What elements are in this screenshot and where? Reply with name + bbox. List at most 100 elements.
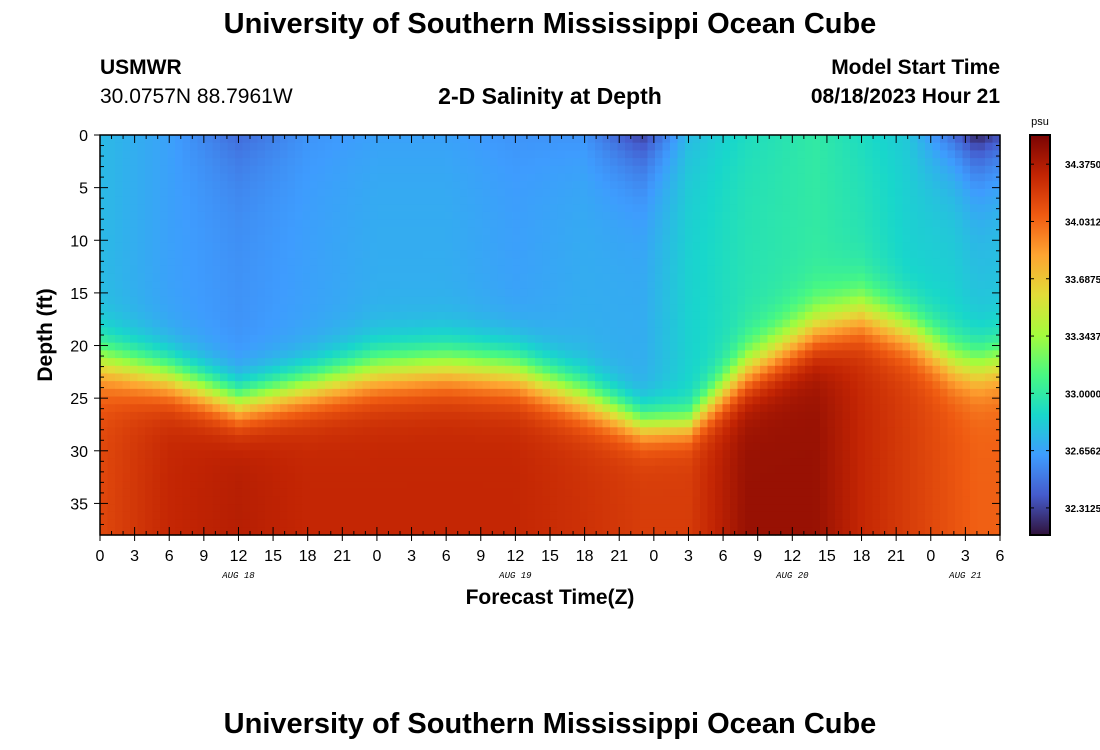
heatmap-cell — [145, 465, 154, 475]
heatmap-cell — [610, 227, 619, 236]
heatmap-cell — [107, 465, 116, 475]
heatmap-cell — [535, 473, 544, 482]
heatmap-cell — [347, 442, 356, 451]
heatmap-cell — [730, 204, 739, 213]
heatmap-cell — [625, 473, 634, 482]
heatmap-cell — [662, 142, 671, 151]
heatmap-cell — [685, 388, 694, 398]
heatmap-cell — [587, 342, 596, 351]
heatmap-cell — [355, 396, 364, 405]
heatmap-cell — [332, 235, 341, 244]
heatmap-cell — [752, 211, 761, 221]
heatmap-cell — [160, 250, 169, 259]
heatmap-cell — [475, 158, 484, 167]
heatmap-cell — [272, 496, 281, 505]
heatmap-cell — [212, 488, 221, 498]
heatmap-cell — [520, 150, 529, 159]
heatmap-cell — [287, 342, 296, 351]
heatmap-cell — [467, 396, 476, 405]
heatmap-cell — [145, 365, 154, 375]
heatmap-cell — [797, 442, 806, 451]
heatmap-cell — [137, 311, 146, 321]
heatmap-cell — [475, 196, 484, 205]
heatmap-cell — [715, 396, 724, 405]
heatmap-cell — [797, 158, 806, 167]
heatmap-cell — [227, 519, 236, 528]
heatmap-cell — [122, 381, 131, 390]
heatmap-cell — [737, 365, 746, 375]
heatmap-cell — [520, 396, 529, 405]
heatmap-cell — [685, 381, 694, 390]
heatmap-cell — [460, 142, 469, 151]
heatmap-cell — [782, 304, 791, 313]
heatmap-cell — [220, 481, 229, 490]
heatmap-cell — [302, 158, 311, 167]
heatmap-cell — [707, 350, 716, 359]
heatmap-cell — [760, 288, 769, 298]
heatmap-cell — [347, 188, 356, 198]
heatmap-cell — [655, 365, 664, 375]
heatmap-cell — [610, 358, 619, 367]
heatmap-cell — [302, 135, 311, 144]
heatmap-cell — [520, 504, 529, 513]
heatmap-cell — [265, 527, 274, 536]
heatmap-cell — [805, 519, 814, 528]
heatmap-cell — [640, 304, 649, 313]
heatmap-cell — [602, 373, 611, 382]
heatmap-cell — [340, 442, 349, 451]
heatmap-cell — [415, 281, 424, 290]
heatmap-cell — [295, 404, 304, 413]
heatmap-cell — [722, 181, 731, 190]
heatmap-cell — [722, 196, 731, 205]
heatmap-cell — [257, 188, 266, 198]
heatmap-cell — [332, 188, 341, 198]
heatmap-cell — [542, 496, 551, 505]
heatmap-cell — [422, 281, 431, 290]
heatmap-cell — [370, 181, 379, 190]
heatmap-cell — [362, 450, 371, 459]
heatmap-cell — [407, 350, 416, 359]
heatmap-cell — [280, 173, 289, 182]
heatmap-cell — [100, 396, 109, 405]
heatmap-cell — [625, 135, 634, 144]
heatmap-cell — [355, 435, 364, 444]
heatmap-cell — [122, 365, 131, 375]
heatmap-cell — [580, 211, 589, 221]
heatmap-cell — [437, 511, 446, 521]
heatmap-cell — [700, 465, 709, 475]
heatmap-cell — [497, 173, 506, 182]
heatmap-cell — [122, 242, 131, 251]
heatmap-cell — [167, 335, 176, 344]
heatmap-cell — [160, 358, 169, 367]
heatmap-cell — [527, 511, 536, 521]
heatmap-cell — [347, 181, 356, 190]
heatmap-cell — [445, 311, 454, 321]
heatmap-cell — [280, 496, 289, 505]
heatmap-cell — [790, 481, 799, 490]
heatmap-cell — [182, 511, 191, 521]
heatmap-cell — [377, 465, 386, 475]
heatmap-cell — [130, 342, 139, 351]
heatmap-cell — [392, 150, 401, 159]
heatmap-cell — [235, 496, 244, 505]
heatmap-cell — [745, 158, 754, 167]
heatmap-cell — [227, 504, 236, 513]
heatmap-cell — [452, 181, 461, 190]
heatmap-cell — [392, 188, 401, 198]
heatmap-cell — [745, 381, 754, 390]
heatmap-cell — [310, 327, 319, 336]
heatmap-cell — [625, 265, 634, 275]
heatmap-cell — [647, 411, 656, 421]
heatmap-cell — [632, 458, 641, 467]
heatmap-cell — [295, 250, 304, 259]
heatmap-cell — [812, 273, 821, 282]
heatmap-cell — [580, 311, 589, 321]
heatmap-cell — [242, 335, 251, 344]
heatmap-cell — [767, 496, 776, 505]
heatmap-cell — [475, 281, 484, 290]
heatmap-cell — [227, 250, 236, 259]
heatmap-cell — [610, 350, 619, 359]
heatmap-cell — [190, 188, 199, 198]
heatmap-cell — [677, 458, 686, 467]
heatmap-cell — [137, 211, 146, 221]
